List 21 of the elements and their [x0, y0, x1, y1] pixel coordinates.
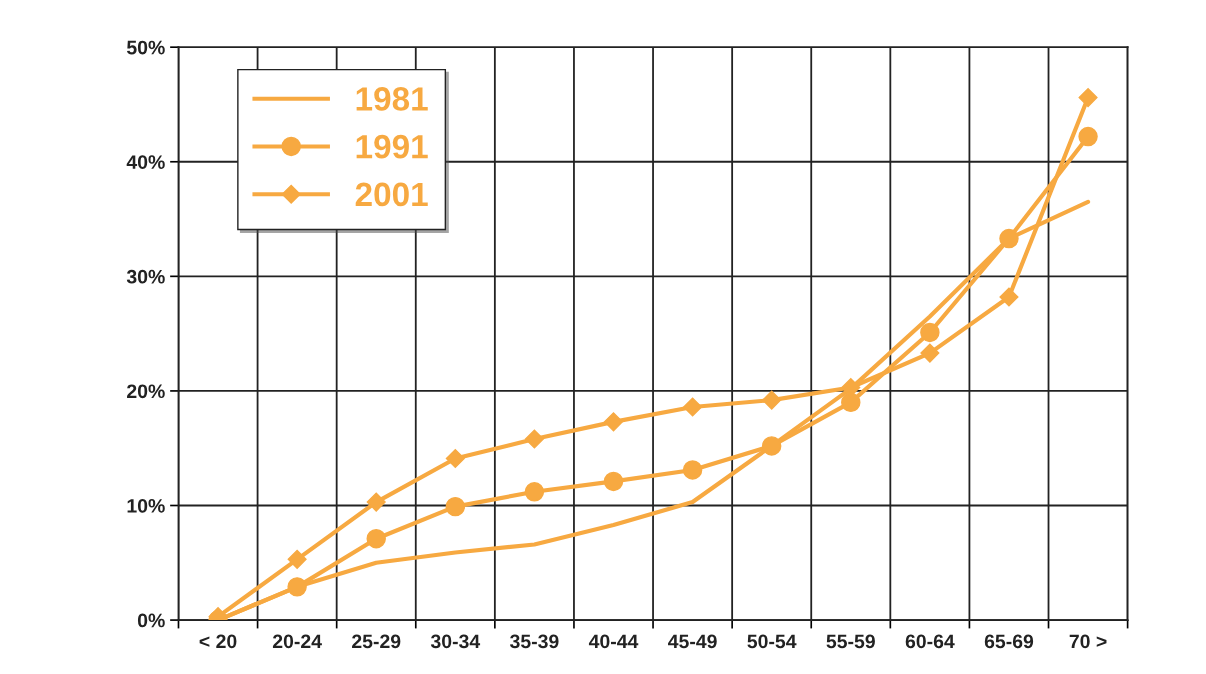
y-tick-label: 40% [126, 155, 165, 169]
y-tick-label: 0% [137, 613, 165, 628]
y-tick-label: 30% [126, 269, 165, 284]
x-tick-label: 60-64 [905, 634, 955, 649]
x-tick-label: 25-29 [352, 634, 401, 649]
x-tick-label: 40-44 [588, 634, 639, 649]
legend-label: 1981 [356, 87, 428, 111]
x-tick-label: 35-39 [509, 634, 559, 649]
x-tick-label: 50-54 [747, 634, 797, 649]
x-tick-label: 30-34 [430, 634, 481, 649]
legend-label: 1991 [356, 134, 428, 159]
y-tick-label: 20% [127, 384, 165, 399]
y-tick-label: 50% [126, 40, 165, 55]
x-tick-label: < 20 [199, 634, 237, 649]
x-tick-label: 70 > [1069, 634, 1107, 649]
y-tick-label: 10% [127, 498, 165, 513]
x-tick-label: 55-59 [826, 634, 875, 649]
x-tick-label: 45-49 [668, 634, 717, 649]
x-tick-label: 65-69 [984, 634, 1034, 649]
x-tick-label: 20-24 [272, 634, 322, 649]
legend-label: 2001 [355, 182, 428, 207]
